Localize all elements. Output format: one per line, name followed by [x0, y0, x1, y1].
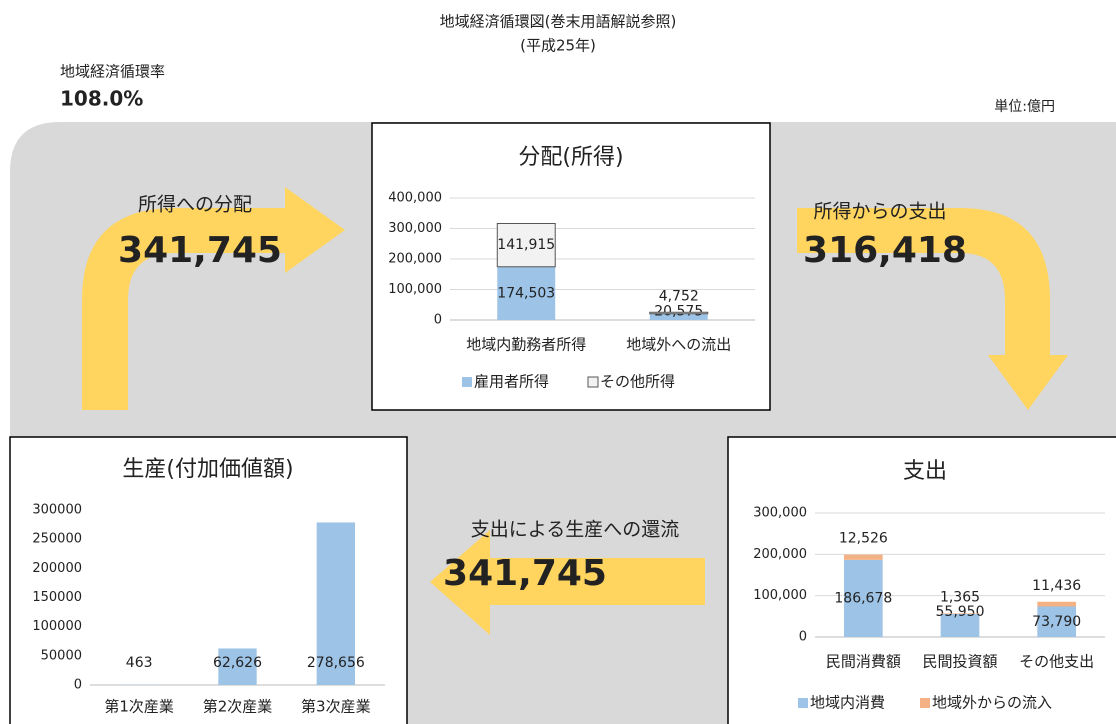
legend-marker — [920, 698, 930, 708]
legend-label: その他所得 — [600, 373, 675, 391]
data-label: 174,503 — [497, 285, 555, 301]
data-label: 11,436 — [1032, 578, 1081, 594]
bar — [496, 222, 556, 268]
chart-title: 分配(所得) — [518, 145, 623, 170]
x-tick-label: 第3次産業 — [301, 698, 371, 716]
y-tick-label: 200000 — [32, 561, 82, 576]
y-tick-label: 100,000 — [753, 588, 807, 603]
legend-label: 地域内消費 — [810, 694, 885, 712]
chart-box — [371, 122, 771, 411]
legend-marker — [587, 376, 599, 388]
y-tick-label: 250000 — [32, 532, 82, 547]
bar — [649, 311, 709, 315]
legend-marker — [462, 377, 472, 387]
chart-box — [727, 436, 1116, 724]
data-label: 20,575 — [654, 304, 703, 320]
bar — [218, 648, 257, 685]
x-tick-label: 地域外への流出 — [626, 336, 731, 354]
unit: 単位:億円 — [994, 99, 1055, 115]
y-tick-label: 0 — [434, 313, 442, 328]
y-tick-label: 100000 — [32, 619, 82, 634]
legend-label: 雇用者所得 — [474, 373, 549, 391]
y-tick-label: 200,000 — [388, 252, 442, 267]
y-tick-label: 50000 — [41, 648, 82, 663]
data-label: 12,526 — [839, 531, 888, 547]
data-label: 4,752 — [659, 288, 699, 304]
bar — [497, 266, 556, 320]
bar — [940, 613, 980, 637]
rate-label: 地域経済循環率 — [60, 63, 165, 81]
x-tick-label: 第1次産業 — [104, 698, 174, 716]
data-label: 55,950 — [936, 604, 985, 620]
bar — [844, 554, 883, 560]
flow-value: 341,745 — [443, 553, 607, 594]
data-label: 278,656 — [307, 655, 365, 671]
flow-value: 341,745 — [118, 230, 282, 271]
bar — [844, 559, 883, 637]
x-tick-label: 第2次産業 — [203, 698, 273, 716]
title: 地域経済循環図(巻末用語解説参照) — [440, 13, 677, 31]
flow-label: 所得への分配 — [138, 194, 252, 216]
chart-title: 生産(付加価値額) — [122, 457, 293, 482]
bar — [1037, 601, 1076, 607]
bar — [1037, 606, 1076, 637]
data-label: 463 — [126, 655, 153, 671]
bar — [940, 613, 980, 614]
arrow — [430, 530, 705, 635]
bar — [316, 522, 356, 685]
data-label: 1,365 — [940, 589, 980, 605]
x-tick-label: その他支出 — [1019, 653, 1094, 671]
y-tick-label: 0 — [74, 678, 82, 693]
arrow — [797, 208, 1068, 410]
bar — [649, 313, 708, 320]
y-tick-label: 0 — [799, 630, 807, 645]
subtitle: (平成25年) — [520, 37, 596, 55]
y-tick-label: 100,000 — [388, 282, 442, 297]
data-label: 73,790 — [1032, 614, 1081, 630]
x-tick-label: 民間投資額 — [922, 653, 997, 671]
data-label: 141,915 — [497, 237, 555, 253]
rate-value: 108.0% — [60, 87, 143, 111]
y-tick-label: 400,000 — [388, 191, 442, 206]
data-label: 62,626 — [213, 655, 262, 671]
y-tick-label: 300,000 — [753, 506, 807, 521]
flow-label: 所得からの支出 — [813, 201, 946, 223]
chart-title: 支出 — [903, 459, 947, 484]
y-tick-label: 150000 — [32, 590, 82, 605]
legend-marker — [798, 698, 808, 708]
y-tick-label: 300,000 — [388, 221, 442, 236]
data-label: 186,678 — [834, 590, 892, 606]
arrow — [82, 187, 345, 410]
y-tick-label: 300000 — [32, 503, 82, 518]
legend-label: 地域外からの流入 — [932, 694, 1052, 712]
y-tick-label: 200,000 — [753, 547, 807, 562]
x-tick-label: 地域内勤務者所得 — [466, 336, 586, 354]
flow-value: 316,418 — [803, 230, 967, 271]
flow-label: 支出による生産への還流 — [471, 519, 679, 541]
x-tick-label: 民間消費額 — [826, 653, 901, 671]
